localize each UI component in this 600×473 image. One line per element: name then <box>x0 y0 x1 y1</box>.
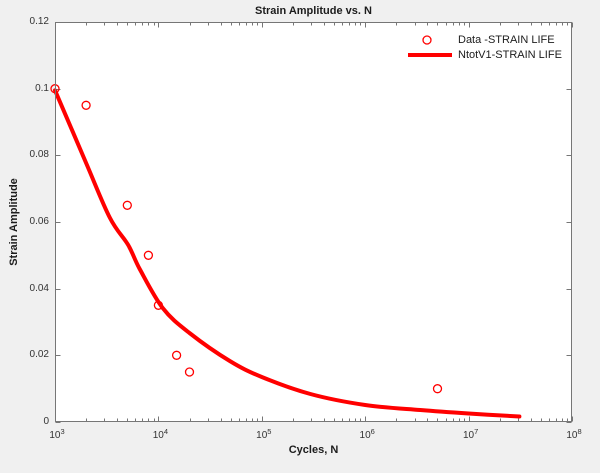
y-tick-label: 0 <box>43 416 49 427</box>
fit-curve <box>53 88 522 419</box>
y-tick-label: 0.02 <box>29 349 49 361</box>
thick-line-icon <box>401 47 453 62</box>
fit-curve-line <box>53 88 522 419</box>
data-point-marker <box>432 384 443 394</box>
x-axis-label: Cycles, N <box>288 444 339 456</box>
open-circle-marker-icon <box>401 32 453 47</box>
legend-label: Data -STRAIN LIFE <box>458 33 555 46</box>
legend-item-fit: NtotV1-STRAIN LIFE <box>401 47 562 62</box>
legend-item-data: Data -STRAIN LIFE <box>401 32 562 47</box>
y-tick-label: 0.1 <box>35 82 49 94</box>
x-tick-label: 107 <box>462 427 479 441</box>
data-point-marker <box>81 100 91 110</box>
plot-box-border <box>55 22 572 422</box>
data-point-marker <box>171 350 182 360</box>
legend-label: NtotV1-STRAIN LIFE <box>458 48 562 61</box>
chart-title: Strain Amplitude vs. N <box>255 5 372 17</box>
y-tick-label: 0.08 <box>29 149 49 161</box>
x-tick-label: 103 <box>49 427 65 441</box>
data-point-marker <box>143 250 154 260</box>
y-tick-label: 0.12 <box>29 16 49 27</box>
data-point-marker <box>122 200 132 210</box>
x-tick-label: 104 <box>152 427 169 441</box>
data-point-marker <box>153 300 164 310</box>
data-point-marker <box>184 367 195 377</box>
legend: Data -STRAIN LIFE NtotV1-STRAIN LIFE <box>401 32 562 62</box>
plot-background <box>55 22 572 422</box>
x-tick-label: 108 <box>566 427 582 441</box>
y-tick-label: 0.06 <box>29 216 49 227</box>
y-tick-label: 0.04 <box>29 282 49 294</box>
x-tick-label: 105 <box>256 427 272 441</box>
x-tick-label: 106 <box>359 427 375 441</box>
